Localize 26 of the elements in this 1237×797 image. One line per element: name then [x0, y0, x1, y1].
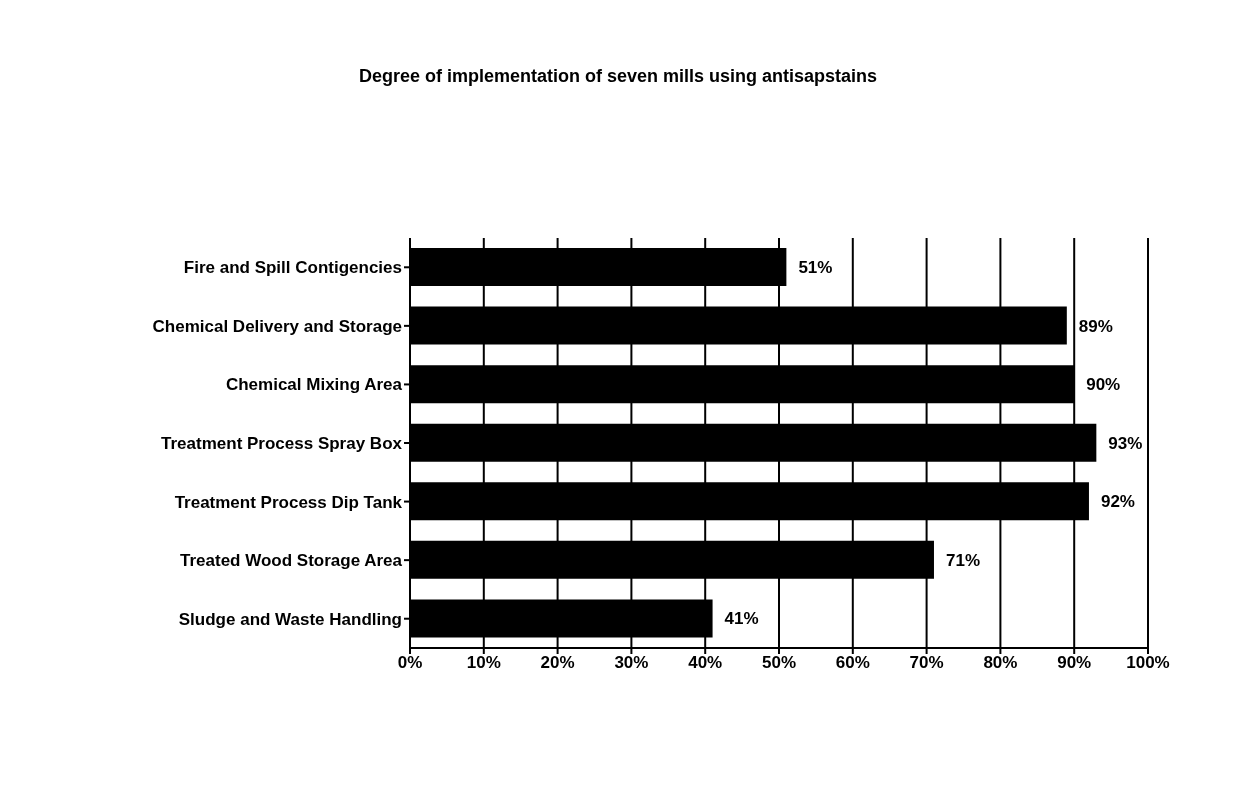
x-tick-label: 90%: [1057, 653, 1092, 673]
x-tick-label: 60%: [835, 653, 870, 673]
data-label: 90%: [1086, 375, 1121, 395]
x-tick-label: 0%: [397, 653, 423, 673]
x-tick-label: 100%: [1126, 653, 1170, 673]
x-tick-label: 30%: [614, 653, 649, 673]
y-tick-label: Chemical Mixing Area: [225, 375, 403, 395]
y-tick-label: Sludge and Waste Handling: [178, 609, 402, 629]
data-label: 89%: [1078, 316, 1113, 336]
y-tick-label: Treatment Process Dip Tank: [174, 492, 403, 512]
chart-title: Degree of implementation of seven mills using antisapstains: [357, 66, 879, 87]
x-tick-label: 50%: [761, 653, 797, 673]
y-tick-label: Treated Wood Storage Area: [180, 551, 403, 571]
x-tick-label: 80%: [983, 653, 1018, 673]
y-tick-label: Treatment Process Spray Box: [161, 434, 403, 454]
y-tick-label: Chemical Delivery and Storage: [152, 316, 402, 336]
y-tick-label: Fire and Spill Contigencies: [183, 258, 402, 278]
x-tick-label: 70%: [909, 653, 944, 673]
data-label: 71%: [945, 550, 981, 570]
x-tick-label: 20%: [540, 653, 575, 673]
x-tick-label: 40%: [688, 653, 723, 673]
data-label: 51%: [798, 258, 833, 278]
data-label: 92%: [1100, 492, 1135, 512]
data-label: 41%: [724, 609, 759, 629]
data-label: 93%: [1108, 433, 1143, 453]
x-tick-label: 10%: [466, 653, 501, 673]
